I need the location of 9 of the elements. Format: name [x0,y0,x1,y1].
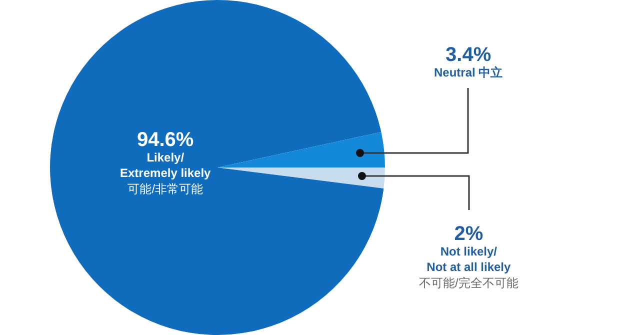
slice-label: Likely/ Extremely likely 可能/非常可能 [120,150,212,196]
data-label: 94.6% [137,129,194,151]
pie-slice [218,168,385,188]
slice-label: Neutral 中立 [434,66,503,80]
pie-slice [50,0,384,335]
slice-label: Not likely/ Not at all likely 不可能/完全不可能 [419,244,518,290]
data-label: 3.4% [446,44,492,66]
pie-slice [218,132,385,168]
data-label: 2% [454,223,484,245]
